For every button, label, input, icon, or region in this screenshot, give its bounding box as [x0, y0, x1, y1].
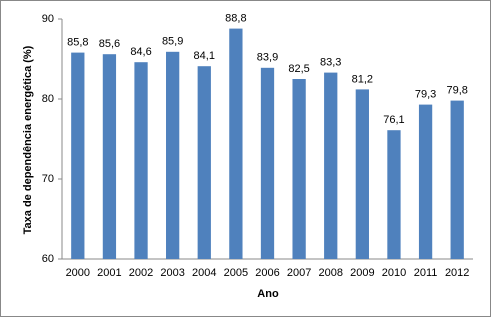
- bar: [387, 130, 401, 259]
- value-label: 84,1: [194, 50, 215, 62]
- value-label: 83,9: [257, 52, 278, 64]
- value-label: 76,1: [383, 114, 404, 126]
- value-label: 79,3: [415, 89, 436, 101]
- x-tick-label: 2009: [350, 267, 374, 279]
- value-label: 85,9: [162, 36, 183, 48]
- value-label: 84,6: [130, 46, 151, 58]
- x-tick-label: 2008: [318, 267, 342, 279]
- x-tick-label: 2000: [66, 267, 90, 279]
- bar: [260, 67, 275, 259]
- value-label: 81,2: [352, 73, 373, 85]
- value-label: 85,8: [67, 37, 88, 49]
- x-tick-label: 2003: [160, 267, 184, 279]
- x-tick-label: 2007: [287, 267, 311, 279]
- bar: [134, 62, 148, 260]
- bar: [166, 51, 180, 259]
- x-tick-label: 2012: [445, 267, 469, 279]
- x-tick-label: 2010: [382, 267, 406, 279]
- bar: [324, 72, 338, 259]
- x-tick-label: 2006: [255, 267, 279, 279]
- x-tick-label: 2004: [192, 267, 216, 279]
- bar: [102, 54, 117, 260]
- x-tick-label: 2005: [224, 267, 248, 279]
- x-tick-label: 2011: [414, 267, 438, 279]
- bar: [197, 66, 211, 259]
- x-tick-label: 2002: [129, 267, 153, 279]
- bar: [355, 89, 369, 260]
- bar: [450, 100, 464, 259]
- bar: [229, 28, 243, 259]
- bar: [71, 52, 85, 259]
- y-tick-label: 80: [42, 93, 54, 105]
- bar: [418, 104, 433, 259]
- y-tick-label: 70: [42, 173, 54, 185]
- y-tick-label: 60: [42, 253, 54, 265]
- value-label: 79,8: [446, 85, 467, 97]
- x-tick-label: 2001: [97, 267, 121, 279]
- value-label: 82,5: [288, 63, 309, 75]
- value-label: 88,8: [225, 13, 246, 25]
- x-axis-title: Ano: [257, 288, 279, 300]
- y-tick-label: 90: [42, 13, 54, 25]
- value-label: 83,3: [320, 57, 341, 69]
- bar: [292, 79, 306, 259]
- value-label: 85,6: [99, 38, 120, 50]
- y-axis-title: Taxa de dependência energética (%): [22, 45, 34, 234]
